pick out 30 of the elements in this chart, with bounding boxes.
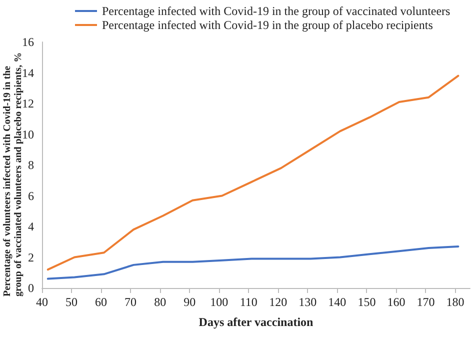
y-tick-label: 4 (28, 220, 34, 234)
x-tick-label: 180 (446, 295, 464, 309)
line-series (46, 245, 460, 280)
y-tick-label: 12 (22, 96, 34, 110)
y-tick-label: 2 (28, 250, 34, 264)
x-axis-title: Days after vaccination (198, 315, 314, 329)
x-tick-label: 40 (36, 295, 48, 309)
legend-label: Percentage infected with Covid-19 in the group of vaccinated volunteers (102, 4, 451, 18)
x-tick-label: 150 (358, 295, 376, 309)
x-tick-label: 100 (210, 295, 228, 309)
x-tick-label: 160 (387, 295, 406, 309)
line-series (46, 74, 460, 271)
x-tick-label: 110 (240, 295, 258, 309)
x-tick-label: 120 (269, 295, 288, 309)
y-tick-label: 0 (28, 281, 34, 295)
y-tick-label: 16 (22, 35, 34, 49)
x-tick-label: 130 (298, 295, 317, 309)
legend-label: Percentage infected with Covid-19 in the group of placebo recipients (102, 18, 434, 32)
x-tick-label: 60 (95, 295, 108, 309)
x-tick-label: 90 (184, 295, 196, 309)
y-tick-label: 10 (22, 127, 34, 142)
x-tick-label: 50 (66, 295, 78, 309)
x-tick-label: 170 (416, 295, 435, 309)
x-tick-label: 80 (154, 295, 166, 309)
x-tick-label: 140 (328, 295, 346, 309)
y-tick-label: 14 (22, 66, 34, 80)
y-tick-label: 6 (28, 188, 34, 203)
y-axis-title: Percentage of volunteers infected with Covid-19 in the group of vaccinated volunteers and placebo recipients, % (2, 52, 24, 296)
y-tick-label: 8 (28, 158, 34, 172)
x-tick-label: 70 (124, 295, 137, 309)
